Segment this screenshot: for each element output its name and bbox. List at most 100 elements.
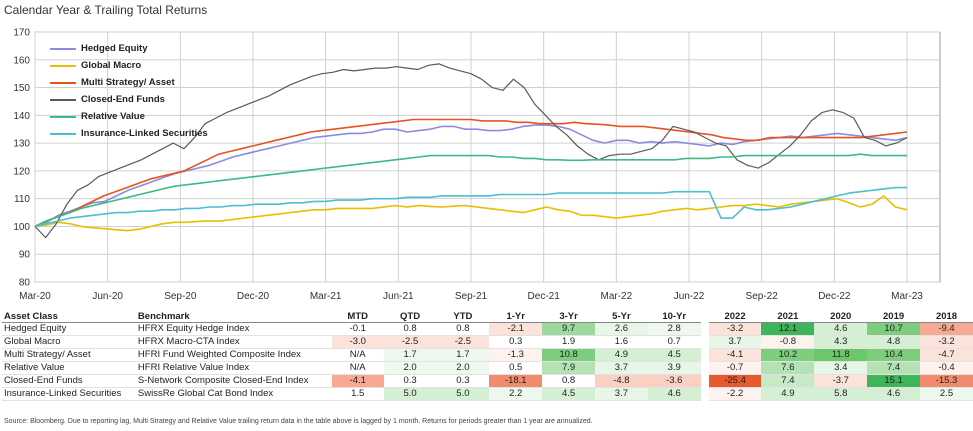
column-gap: [701, 310, 709, 323]
return-value-cell: 2.0: [436, 361, 490, 375]
benchmark-cell: SwissRe Global Cat Bond Index: [135, 387, 332, 401]
asset-class-cell: Closed-End Funds: [2, 374, 136, 388]
asset-class-cell: Relative Value: [2, 361, 136, 375]
return-value-cell: 0.7: [647, 335, 701, 349]
y-tick-label: 150: [13, 83, 30, 94]
return-value-cell: -15.3: [920, 374, 973, 388]
return-value-cell: 10.7: [867, 322, 921, 336]
column-header: 2019: [867, 310, 921, 323]
return-value-cell: -2.1: [489, 322, 543, 336]
return-value-cell: 4.6: [814, 322, 868, 336]
x-tick-label: Mar-21: [310, 291, 342, 302]
return-value-cell: 2.2: [489, 387, 543, 401]
return-value-cell: 2.6: [594, 322, 648, 336]
y-tick-label: 100: [13, 222, 30, 233]
y-tick-label: 110: [14, 194, 30, 205]
return-value-cell: -0.8: [761, 335, 815, 349]
return-value-cell: -25.4: [708, 374, 762, 388]
y-tick-label: 160: [13, 55, 30, 66]
chart-svg: 80 90 100 110 120 130 140 150 160 170 Mar-20 Jun-20…: [13, 28, 941, 302]
x-tick-label: Dec-20: [237, 291, 270, 302]
return-value-cell: 3.7: [594, 387, 648, 401]
return-value-cell: N/A: [331, 361, 384, 375]
series-line: [34, 153, 907, 228]
x-tick-label: Dec-22: [818, 291, 851, 302]
x-tick-label: Dec-21: [528, 291, 561, 302]
column-header: 5-Yr: [594, 310, 648, 323]
column-gap: [701, 323, 709, 336]
table-row: Global Macro HFRX Macro-CTA Index -3.0 -2.5…: [2, 335, 973, 349]
column-header: YTD: [436, 310, 490, 323]
x-tick-label: Jun-22: [674, 291, 705, 302]
legend-swatch: [50, 47, 76, 50]
benchmark-cell: S-Network Composite Closed-End Index: [135, 374, 332, 388]
return-value-cell: N/A: [331, 348, 384, 362]
return-value-cell: 4.8: [867, 335, 921, 349]
return-value-cell: 0.3: [383, 374, 437, 388]
column-header: Asset Class: [2, 310, 136, 323]
legend-swatch: [50, 132, 76, 135]
column-gap: [701, 349, 709, 362]
return-value-cell: -3.7: [814, 374, 868, 388]
return-value-cell: 5.0: [436, 387, 490, 401]
returns-line-chart: 80 90 100 110 120 130 140 150 160 170 Mar-20 Jun-20…: [0, 18, 973, 308]
return-value-cell: 3.4: [814, 361, 868, 375]
benchmark-cell: HFRI Relative Value Index: [135, 361, 332, 375]
table-header-row: Asset Class Benchmark MTD QTD YTD 1-Yr 3-Yr 5-Y…: [2, 310, 973, 323]
legend-label: Hedged Equity: [81, 43, 148, 54]
column-header: QTD: [383, 310, 437, 323]
return-value-cell: -2.5: [436, 335, 490, 349]
return-value-cell: 3.9: [647, 361, 701, 375]
x-tick-label: Sep-20: [164, 291, 197, 302]
y-tick-label: 90: [19, 250, 31, 261]
return-value-cell: 2.8: [647, 322, 701, 336]
return-value-cell: 11.8: [814, 348, 868, 362]
legend-label: Multi Strategy/ Asset: [81, 77, 175, 88]
return-value-cell: 5.8: [814, 387, 868, 401]
x-tick-label: Mar-22: [600, 291, 632, 302]
return-value-cell: 9.7: [542, 322, 595, 336]
legend-item: Hedged Equity: [50, 40, 208, 57]
column-header: 2021: [761, 310, 815, 323]
legend-item: Insurance-Linked Securities: [50, 125, 208, 142]
return-value-cell: 0.8: [542, 374, 595, 388]
legend-swatch: [50, 81, 76, 84]
table-row: Hedged Equity HFRX Equity Hedge Index -0.1…: [2, 322, 973, 336]
x-tick-label: Sep-21: [455, 291, 488, 302]
return-value-cell: 0.8: [436, 322, 490, 336]
column-header: 10-Yr: [647, 310, 701, 323]
column-gap: [701, 336, 709, 349]
return-value-cell: 4.3: [814, 335, 868, 349]
return-value-cell: 1.7: [436, 348, 490, 362]
legend-label: Relative Value: [81, 111, 145, 122]
series-line: [34, 63, 908, 239]
return-value-cell: 0.8: [383, 322, 437, 336]
asset-class-cell: Global Macro: [2, 335, 136, 349]
legend-item: Closed-End Funds: [50, 91, 208, 108]
x-tick-label: Jun-21: [383, 291, 414, 302]
table-row: Insurance-Linked Securities SwissRe Globa…: [2, 387, 973, 401]
benchmark-cell: HFRX Equity Hedge Index: [135, 322, 332, 336]
legend-item: Global Macro: [50, 57, 208, 74]
benchmark-cell: HFRI Fund Weighted Composite Index: [135, 348, 332, 362]
return-value-cell: 7.9: [542, 361, 595, 375]
column-header: Benchmark: [135, 310, 332, 323]
return-value-cell: -4.1: [331, 374, 384, 388]
x-tick-label: Sep-22: [746, 291, 779, 302]
series-line: [34, 186, 907, 228]
benchmark-cell: HFRX Macro-CTA Index: [135, 335, 332, 349]
legend-label: Global Macro: [81, 60, 142, 71]
return-value-cell: -4.7: [920, 348, 973, 362]
return-value-cell: 10.2: [761, 348, 815, 362]
column-gap: [701, 388, 709, 401]
return-value-cell: -3.0: [331, 335, 384, 349]
return-value-cell: -1.3: [489, 348, 543, 362]
return-value-cell: 1.9: [542, 335, 595, 349]
return-value-cell: -3.6: [647, 374, 701, 388]
return-value-cell: 1.5: [331, 387, 384, 401]
returns-table: Asset Class Benchmark MTD QTD YTD 1-Yr 3-Yr 5-Y…: [2, 310, 973, 401]
return-value-cell: 1.6: [594, 335, 648, 349]
return-value-cell: 7.4: [867, 361, 921, 375]
column-header: 3-Yr: [542, 310, 595, 323]
return-value-cell: 1.7: [383, 348, 437, 362]
